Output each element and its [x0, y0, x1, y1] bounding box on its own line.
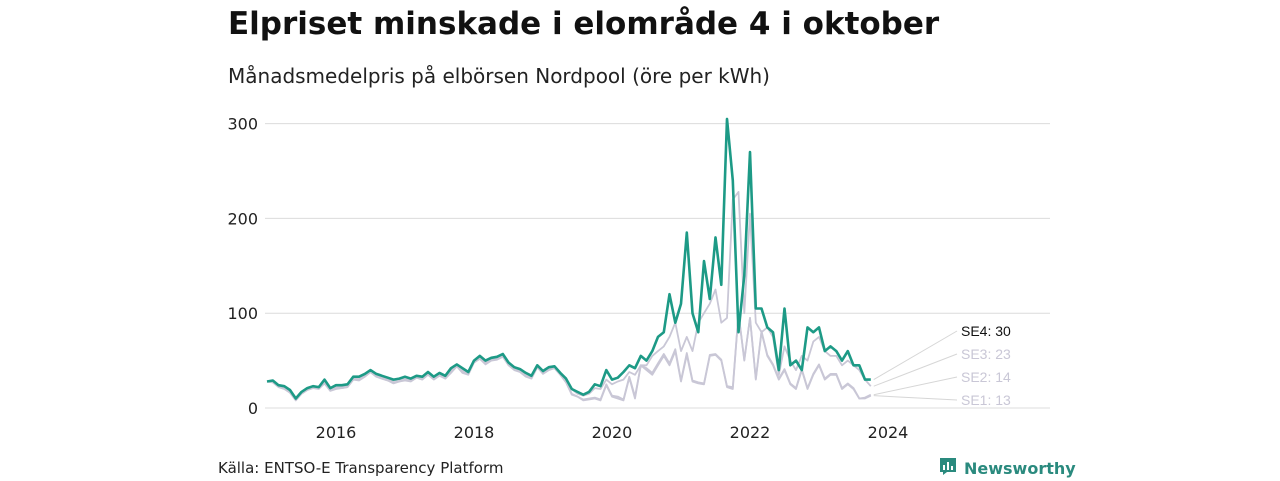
brand-name: Newsworthy [964, 459, 1076, 478]
end-label-SE4: SE4: 30 [961, 323, 1011, 339]
leader-line-SE2 [873, 376, 958, 396]
end-label-SE3: SE3: 23 [961, 346, 1011, 362]
brand-logo: Newsworthy [938, 456, 1076, 481]
chart-subtitle: Månadsmedelpris på elbörsen Nordpool (ör… [228, 64, 770, 88]
series-lines [266, 117, 872, 402]
chart-title: Elpriset minskade i elområde 4 i oktober [228, 6, 940, 42]
y-tick-label: 100 [227, 304, 258, 323]
y-tick-label: 300 [227, 115, 258, 134]
series-line-SE4 [266, 117, 871, 400]
leader-line-SE3 [873, 353, 958, 387]
end-label-SE2: SE2: 14 [961, 369, 1011, 385]
x-tick-label: 2018 [454, 423, 495, 442]
y-axis-ticks: 0 100 200 300 [227, 115, 258, 418]
newsworthy-chart-logo-icon [938, 456, 958, 481]
grid-lines [265, 123, 1050, 409]
x-axis-ticks: 2016 2018 2020 2022 2024 [316, 423, 909, 442]
y-tick-label: 0 [248, 399, 258, 418]
x-tick-label: 2020 [592, 423, 633, 442]
x-tick-label: 2024 [868, 423, 909, 442]
leader-line-SE1 [873, 395, 958, 401]
leader-line-SE4 [873, 330, 958, 380]
source-note: Källa: ENTSO-E Transparency Platform [218, 459, 504, 477]
y-tick-label: 200 [227, 209, 258, 228]
x-tick-label: 2016 [316, 423, 357, 442]
end-label-SE1: SE1: 13 [961, 392, 1011, 408]
end-labels: SE1: 13 SE2: 14 SE3: 23 SE4: 30 [873, 323, 1011, 408]
x-tick-label: 2022 [730, 423, 771, 442]
